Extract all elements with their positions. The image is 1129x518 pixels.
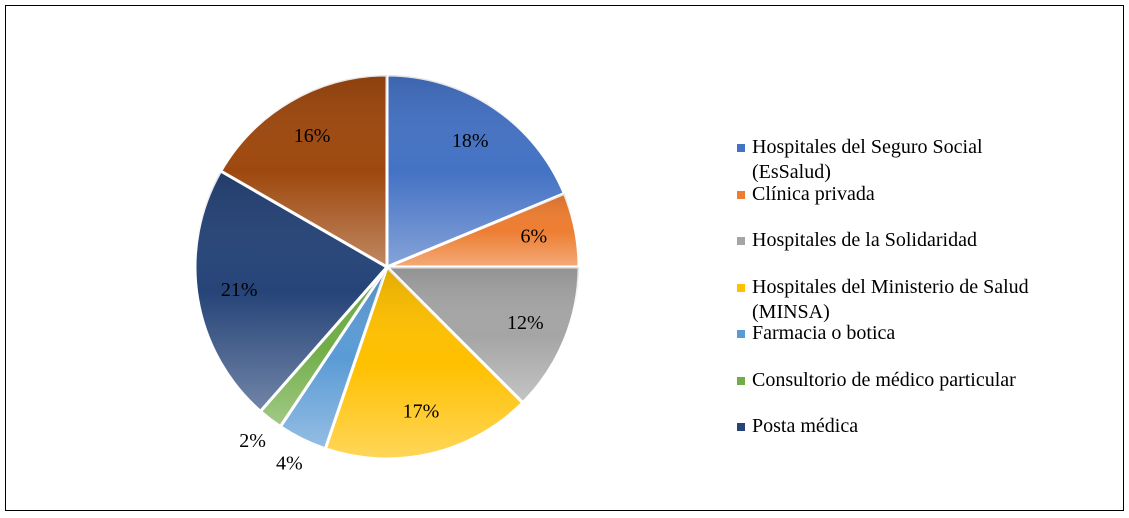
slice-shade (220, 75, 387, 267)
legend-swatch (737, 376, 745, 385)
data-label: 6% (521, 225, 548, 247)
chart-frame (5, 5, 1124, 511)
legend-item: Hospitales del Seguro Social (EsSalud) (737, 135, 1042, 185)
legend-label: Hospitales del Ministerio de Salud (MINS… (752, 275, 1029, 323)
legend-swatch (737, 283, 745, 292)
legend-item: Consultorio de médico particular (737, 368, 1042, 393)
slice-shade (280, 267, 387, 449)
legend-label: Posta médica (752, 415, 859, 437)
data-label: 21% (221, 279, 258, 301)
data-label: 16% (294, 125, 331, 147)
legend-label: Consultorio de médico particular (752, 368, 1016, 391)
legend-swatch (737, 423, 745, 431)
slice-shade (325, 267, 523, 459)
legend-item: Posta médica (737, 414, 1042, 439)
legend-label: Farmacia o botica (752, 322, 896, 344)
legend-swatch (737, 190, 745, 199)
legend-swatch (737, 237, 745, 245)
slice-shade (260, 267, 387, 427)
data-label: 12% (507, 312, 544, 334)
legend-item: Clínica privada (737, 182, 1042, 207)
data-label: 17% (403, 400, 440, 422)
legend-item: Hospitales del Ministerio de Salud (MINS… (737, 275, 1042, 325)
slice-shade (387, 75, 565, 267)
slice-shade (387, 267, 580, 403)
legend-label: Clínica privada (752, 182, 875, 205)
data-label: 2% (239, 430, 266, 452)
legend-swatch (737, 330, 745, 338)
legend-swatch (737, 144, 745, 152)
legend-label: Hospitales de la Solidaridad (752, 229, 977, 251)
legend-item: Hospitales de la Solidaridad (737, 228, 1042, 253)
data-label: 4% (276, 453, 303, 475)
data-label: 18% (452, 130, 489, 152)
slice-shade (387, 193, 579, 267)
legend-label: Hospitales del Seguro Social (EsSalud) (752, 136, 983, 183)
legend-item: Farmacia o botica (737, 321, 1042, 346)
slice-shade (194, 171, 387, 412)
